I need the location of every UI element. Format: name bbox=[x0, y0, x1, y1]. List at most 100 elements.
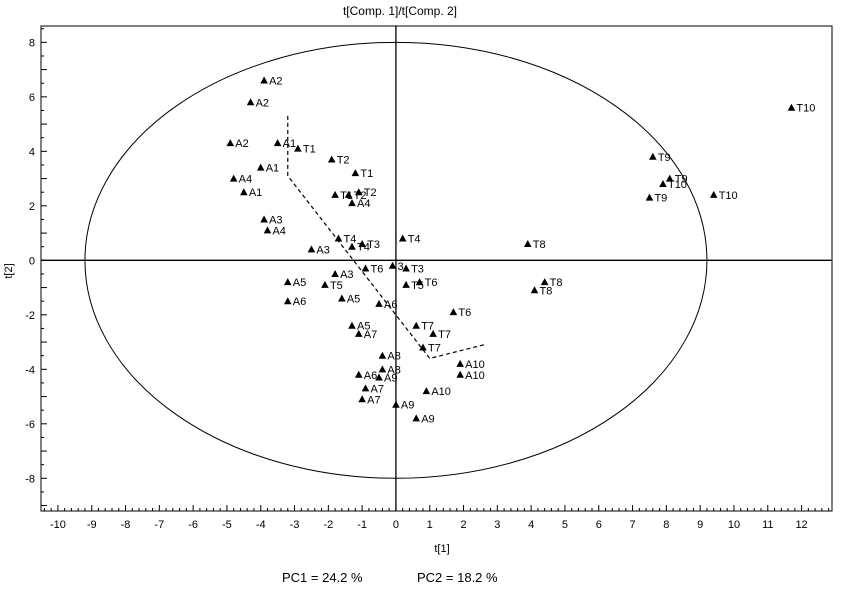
triangle-marker bbox=[787, 103, 796, 111]
data-point: T8 bbox=[540, 277, 563, 289]
triangle-marker bbox=[331, 269, 339, 277]
point-label: T5 bbox=[330, 280, 343, 292]
data-point: T3 bbox=[358, 239, 380, 251]
data-point: T1 bbox=[351, 168, 373, 180]
variance-footer: PC1 = 24.2 % PC2 = 18.2 % bbox=[0, 570, 851, 588]
triangle-marker bbox=[307, 245, 316, 253]
triangle-marker bbox=[338, 294, 346, 302]
y-tick-label: -6 bbox=[25, 419, 35, 431]
x-tick-label: 7 bbox=[629, 519, 635, 531]
triangle-marker bbox=[649, 152, 657, 160]
x-tick-label: 2 bbox=[460, 519, 466, 531]
data-point: A4 bbox=[263, 225, 286, 237]
point-label: A1 bbox=[266, 163, 279, 175]
point-label: 3 bbox=[398, 261, 404, 273]
point-label: A9 bbox=[421, 413, 434, 425]
triangle-marker bbox=[260, 215, 268, 223]
point-label: T10 bbox=[796, 103, 815, 115]
data-point: T10 bbox=[659, 179, 687, 191]
point-label: T2 bbox=[364, 187, 377, 199]
point-label: A4 bbox=[272, 225, 285, 237]
triangle-marker bbox=[256, 163, 265, 171]
triangle-marker bbox=[321, 280, 329, 288]
data-point: A4 bbox=[348, 198, 370, 210]
y-tick-label: -2 bbox=[25, 310, 35, 322]
triangle-marker bbox=[523, 239, 532, 247]
point-label: A9 bbox=[384, 372, 397, 384]
point-label: T10 bbox=[668, 179, 687, 191]
triangle-marker bbox=[456, 359, 464, 367]
point-label: T5 bbox=[411, 280, 424, 292]
point-label: A3 bbox=[269, 214, 282, 226]
point-label: A4 bbox=[357, 198, 370, 210]
point-label: A5 bbox=[357, 321, 370, 333]
x-tick-label: 1 bbox=[427, 519, 433, 531]
triangle-marker bbox=[229, 174, 238, 182]
triangle-marker bbox=[375, 373, 383, 381]
data-point: T3 bbox=[402, 264, 424, 276]
data-point: T7 bbox=[429, 329, 451, 341]
x-tick-label: 8 bbox=[663, 519, 669, 531]
trajectory-line bbox=[287, 115, 484, 360]
triangle-marker bbox=[344, 190, 353, 198]
chart-title: t[Comp. 1]/t[Comp. 2] bbox=[343, 4, 457, 18]
triangle-marker bbox=[402, 280, 410, 288]
point-label: A2 bbox=[269, 75, 282, 87]
data-point: T4 bbox=[398, 234, 421, 246]
triangle-marker bbox=[348, 321, 356, 329]
x-tick-label: -7 bbox=[154, 519, 164, 531]
triangle-marker bbox=[398, 234, 407, 242]
data-point: T7 bbox=[412, 321, 434, 333]
triangle-marker bbox=[273, 139, 282, 147]
data-point: A1 bbox=[240, 187, 262, 199]
triangle-marker bbox=[361, 384, 370, 392]
point-label: A7 bbox=[364, 329, 377, 341]
point-label: T10 bbox=[719, 190, 738, 202]
triangle-marker bbox=[358, 395, 366, 403]
x-axis-label: t[1] bbox=[434, 543, 449, 555]
data-point: A9 bbox=[412, 413, 435, 425]
triangle-marker bbox=[392, 400, 400, 408]
y-tick-label: -8 bbox=[25, 473, 35, 485]
point-label: T1 bbox=[303, 144, 316, 156]
pc1-variance: PC1 = 24.2 % bbox=[282, 570, 363, 585]
point-label: T7 bbox=[421, 321, 434, 333]
point-label: A10 bbox=[465, 370, 485, 382]
data-point: A2 bbox=[260, 75, 283, 87]
x-tick-label: 5 bbox=[562, 519, 568, 531]
data-point: T4 bbox=[348, 242, 370, 254]
y-axis-label: t[2] bbox=[3, 263, 15, 278]
triangle-marker bbox=[358, 239, 366, 247]
x-tick-label: 11 bbox=[762, 519, 773, 531]
triangle-marker bbox=[645, 193, 654, 201]
triangle-marker bbox=[294, 144, 302, 152]
triangle-marker bbox=[412, 414, 421, 422]
data-point: A3 bbox=[307, 244, 330, 256]
point-label: T9 bbox=[675, 174, 688, 186]
point-label: A6 bbox=[364, 370, 377, 382]
score-plot: t[Comp. 1]/t[Comp. 2] -10 -9 -8 -7 -6 -5 -4 -3-… bbox=[3, 4, 833, 555]
triangle-marker bbox=[354, 188, 363, 196]
data-point: T9 bbox=[649, 152, 671, 164]
triangle-marker bbox=[388, 261, 397, 269]
data-point: A5 bbox=[338, 293, 360, 305]
data-point: A2 bbox=[226, 138, 249, 150]
data-point: 3 bbox=[388, 261, 404, 273]
data-point: A7 bbox=[358, 394, 381, 406]
y-tick-label: 0 bbox=[29, 255, 35, 267]
triangle-marker bbox=[415, 278, 424, 286]
triangle-marker bbox=[659, 180, 667, 188]
point-label: A8 bbox=[387, 351, 400, 363]
data-point: T6 bbox=[361, 264, 383, 276]
triangle-marker bbox=[402, 264, 410, 272]
data-point: T10 bbox=[787, 103, 815, 115]
triangle-marker bbox=[226, 139, 235, 147]
triangle-marker bbox=[354, 329, 363, 337]
data-point: A10 bbox=[456, 359, 485, 371]
data-point: T4 bbox=[334, 234, 356, 246]
data-points: A2A2A2A1T1A1A4A1T2T1T1T2T2A4A3A4T4T3T4T4… bbox=[226, 75, 815, 425]
data-point: A8 bbox=[378, 364, 401, 376]
data-point: T10 bbox=[709, 190, 738, 202]
data-point: A10 bbox=[422, 386, 451, 398]
triangle-marker bbox=[530, 286, 539, 294]
